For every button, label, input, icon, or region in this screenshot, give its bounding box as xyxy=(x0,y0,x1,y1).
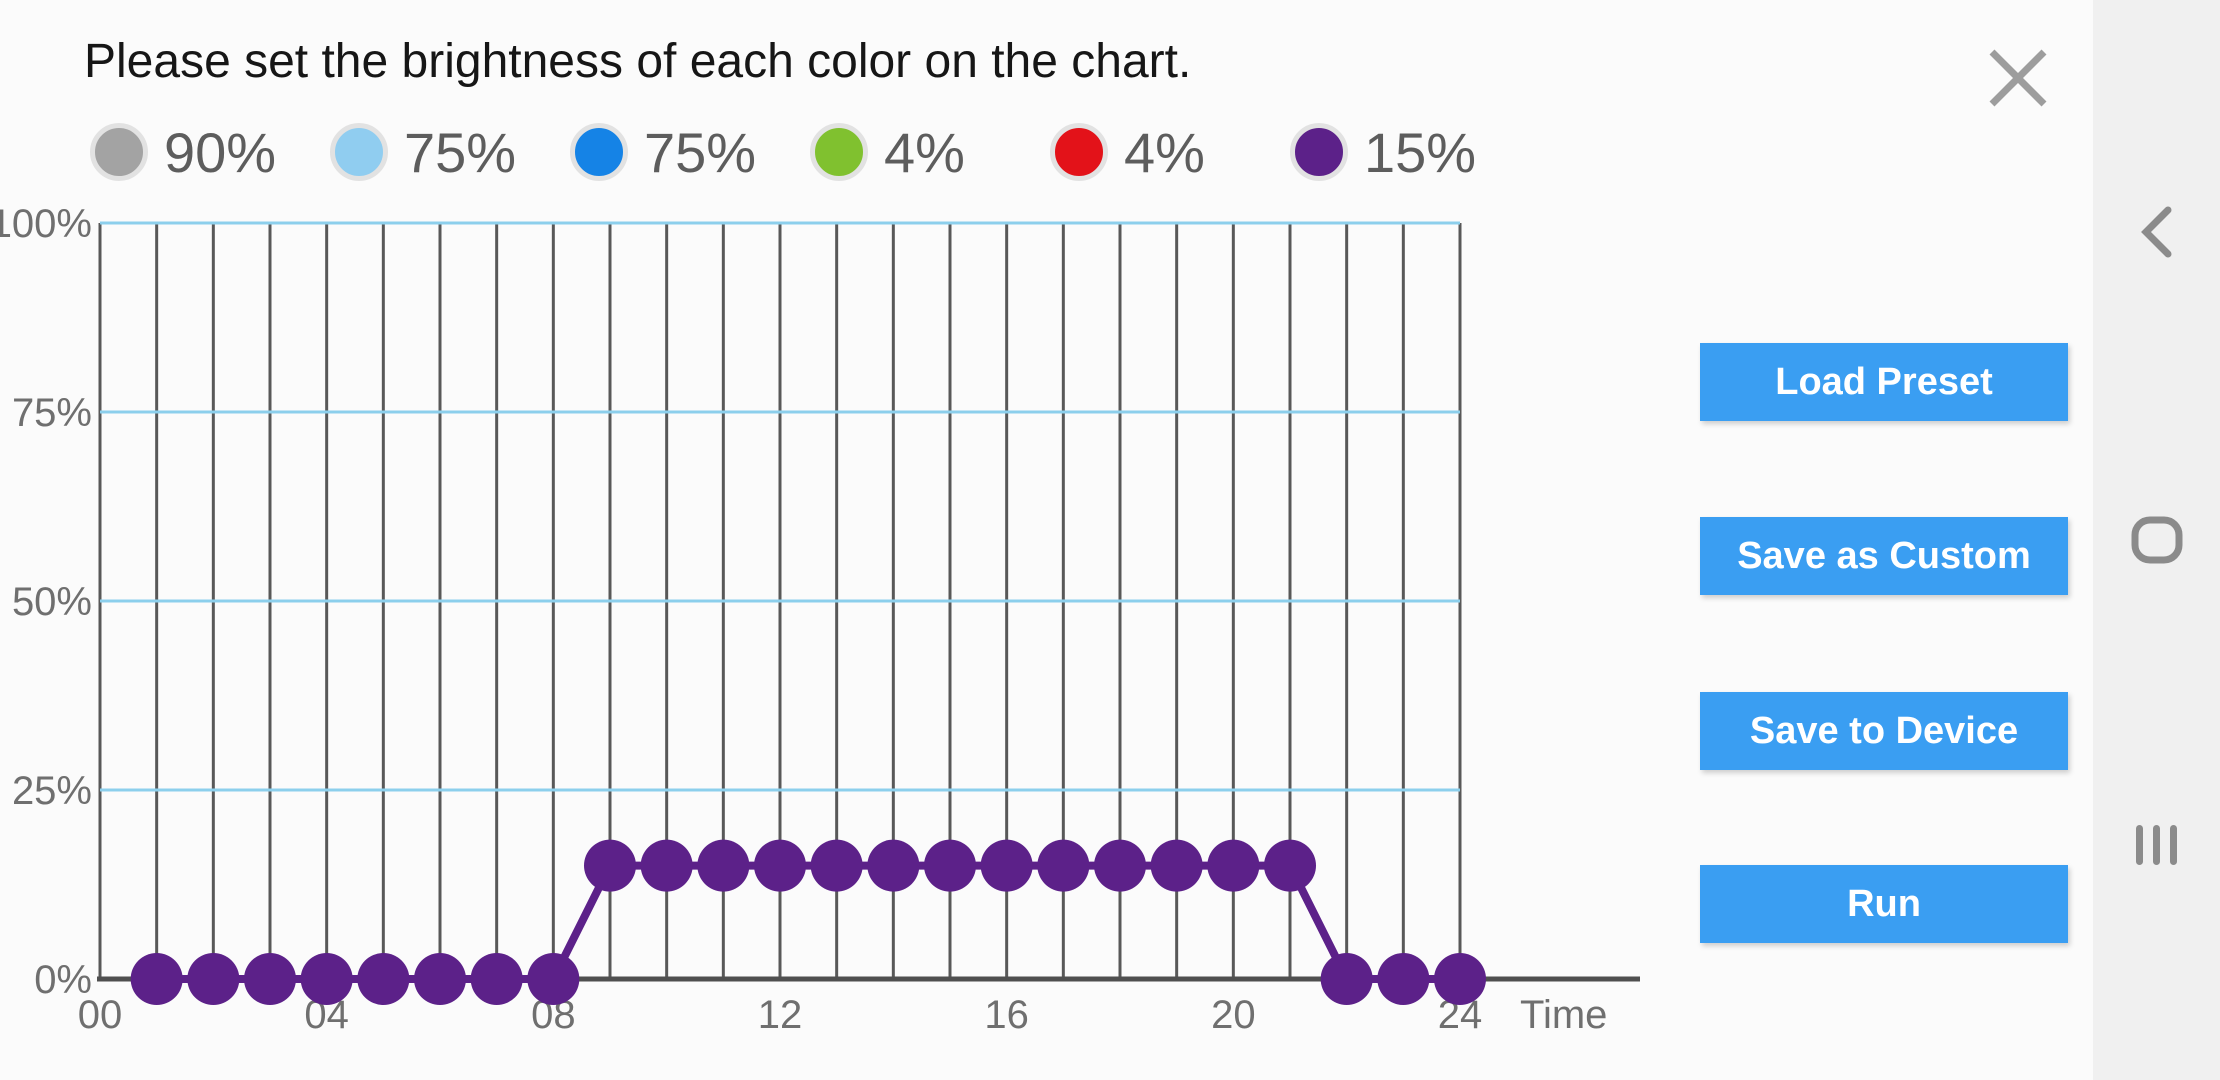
brightness-value: 4% xyxy=(1124,120,1205,184)
load-preset-button[interactable]: Load Preset xyxy=(1700,343,2068,421)
y-axis-labels: 0% 25% 50% 75% 100% xyxy=(0,202,92,1002)
color-swatch xyxy=(330,123,388,181)
svg-text:50%: 50% xyxy=(12,580,92,624)
color-swatch xyxy=(1050,123,1108,181)
svg-text:25%: 25% xyxy=(12,769,92,813)
data-point[interactable] xyxy=(924,839,976,892)
data-point[interactable] xyxy=(754,839,806,892)
color-swatch xyxy=(1290,123,1348,181)
x-axis-labels: 00 04 08 12 16 20 24 Time xyxy=(78,993,1608,1037)
close-icon xyxy=(1989,49,2047,107)
save-to-device-button[interactable]: Save to Device xyxy=(1700,692,2068,770)
grid-horizontal xyxy=(100,221,1460,792)
x-axis-title: Time xyxy=(1520,993,1607,1037)
legend-item-green[interactable]: 4% xyxy=(810,120,1050,185)
brightness-value: 4% xyxy=(884,120,965,184)
data-point[interactable] xyxy=(244,953,296,1005)
color-swatch xyxy=(90,123,148,181)
recents-button[interactable] xyxy=(2093,785,2220,905)
home-icon xyxy=(2131,516,2182,564)
legend-item-white[interactable]: 90% xyxy=(90,120,330,185)
data-point[interactable] xyxy=(1094,839,1146,892)
svg-text:0%: 0% xyxy=(34,958,92,1002)
data-point[interactable] xyxy=(1377,953,1430,1005)
recents-icon xyxy=(2135,825,2177,865)
data-point[interactable] xyxy=(300,953,353,1005)
color-swatch xyxy=(570,123,628,181)
data-point[interactable] xyxy=(1207,839,1260,892)
data-point[interactable] xyxy=(867,839,920,892)
data-point[interactable] xyxy=(810,839,863,892)
data-point[interactable] xyxy=(697,839,750,892)
legend-item-red[interactable]: 4% xyxy=(1050,120,1290,185)
close-button[interactable] xyxy=(1972,32,2064,124)
brightness-chart[interactable]: 0%25%50%75%100%00 04 08 12 16 20 24 Time xyxy=(0,0,1680,1080)
android-navigation-bar xyxy=(2093,0,2220,1080)
data-point[interactable] xyxy=(1150,839,1203,892)
data-point[interactable] xyxy=(640,839,693,892)
data-point[interactable] xyxy=(1320,953,1373,1005)
data-point[interactable] xyxy=(414,953,466,1005)
brightness-value: 15% xyxy=(1364,120,1477,184)
brightness-value: 75% xyxy=(644,120,757,184)
data-point[interactable] xyxy=(130,953,183,1005)
legend-item-purple[interactable]: 15% xyxy=(1290,120,1530,185)
brightness-value: 90% xyxy=(164,120,277,184)
data-point[interactable] xyxy=(527,953,580,1005)
data-point[interactable] xyxy=(980,839,1033,892)
data-point[interactable] xyxy=(584,839,636,892)
svg-text:100%: 100% xyxy=(0,202,92,246)
series-purple-channel[interactable] xyxy=(130,839,1486,1005)
svg-text:12: 12 xyxy=(758,993,803,1037)
brightness-value: 75% xyxy=(404,120,517,184)
data-point[interactable] xyxy=(187,953,240,1005)
back-button[interactable] xyxy=(2093,172,2220,292)
data-point[interactable] xyxy=(357,953,410,1005)
color-legend: 90% 75% 75% 4% 4% 15% xyxy=(90,120,1530,184)
data-point[interactable] xyxy=(1434,953,1486,1005)
run-button[interactable]: Run xyxy=(1700,865,2068,943)
svg-text:16: 16 xyxy=(984,993,1029,1037)
color-swatch xyxy=(810,123,868,181)
data-point[interactable] xyxy=(1037,839,1090,892)
svg-text:00: 00 xyxy=(78,993,123,1037)
page-title: Please set the brightness of each color … xyxy=(84,35,1192,88)
svg-text:75%: 75% xyxy=(12,391,92,435)
home-button[interactable] xyxy=(2093,480,2220,600)
legend-item-blue[interactable]: 75% xyxy=(570,120,810,185)
data-point[interactable] xyxy=(1264,839,1316,892)
data-point[interactable] xyxy=(470,953,523,1005)
legend-item-lightblue[interactable]: 75% xyxy=(330,120,570,185)
svg-text:20: 20 xyxy=(1211,993,1256,1037)
back-icon xyxy=(2140,206,2171,258)
save-as-custom-button[interactable]: Save as Custom xyxy=(1700,517,2068,595)
